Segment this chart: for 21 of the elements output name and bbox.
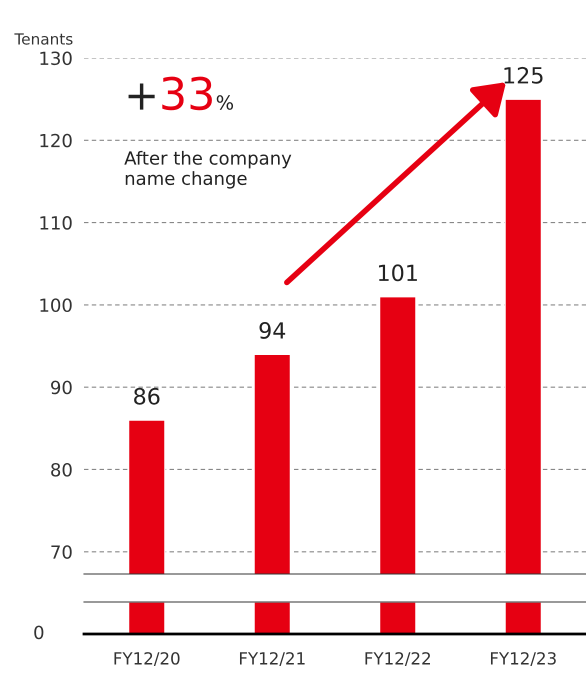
- y-tick-label: 80: [51, 462, 72, 477]
- y-tick-label: 120: [40, 134, 72, 148]
- x-tick-label: FY12/23: [490, 652, 556, 666]
- y-tick-label: 70: [51, 545, 72, 559]
- y-tick-label: 110: [40, 216, 72, 230]
- data-label: 101: [378, 264, 417, 282]
- data-label: 86: [134, 388, 160, 405]
- data-label: 125: [504, 66, 543, 84]
- y-tick-label: 90: [51, 380, 72, 394]
- annotation: +: [128, 83, 155, 110]
- x-tick-label: FY12/22: [365, 652, 430, 666]
- x-tick-label: FY12/21: [240, 652, 305, 666]
- y-tick-label: 130: [40, 51, 72, 66]
- annotation: After the company name change: [124, 150, 292, 189]
- y-tick-label: 100: [40, 298, 72, 312]
- annotation: 33: [162, 76, 212, 110]
- x-tick-label: FY12/20: [114, 652, 180, 666]
- y-axis-title: Tenants: [14, 33, 72, 45]
- data-label: 94: [260, 322, 286, 339]
- annotation: %: [216, 95, 234, 110]
- text: 0: [34, 626, 44, 640]
